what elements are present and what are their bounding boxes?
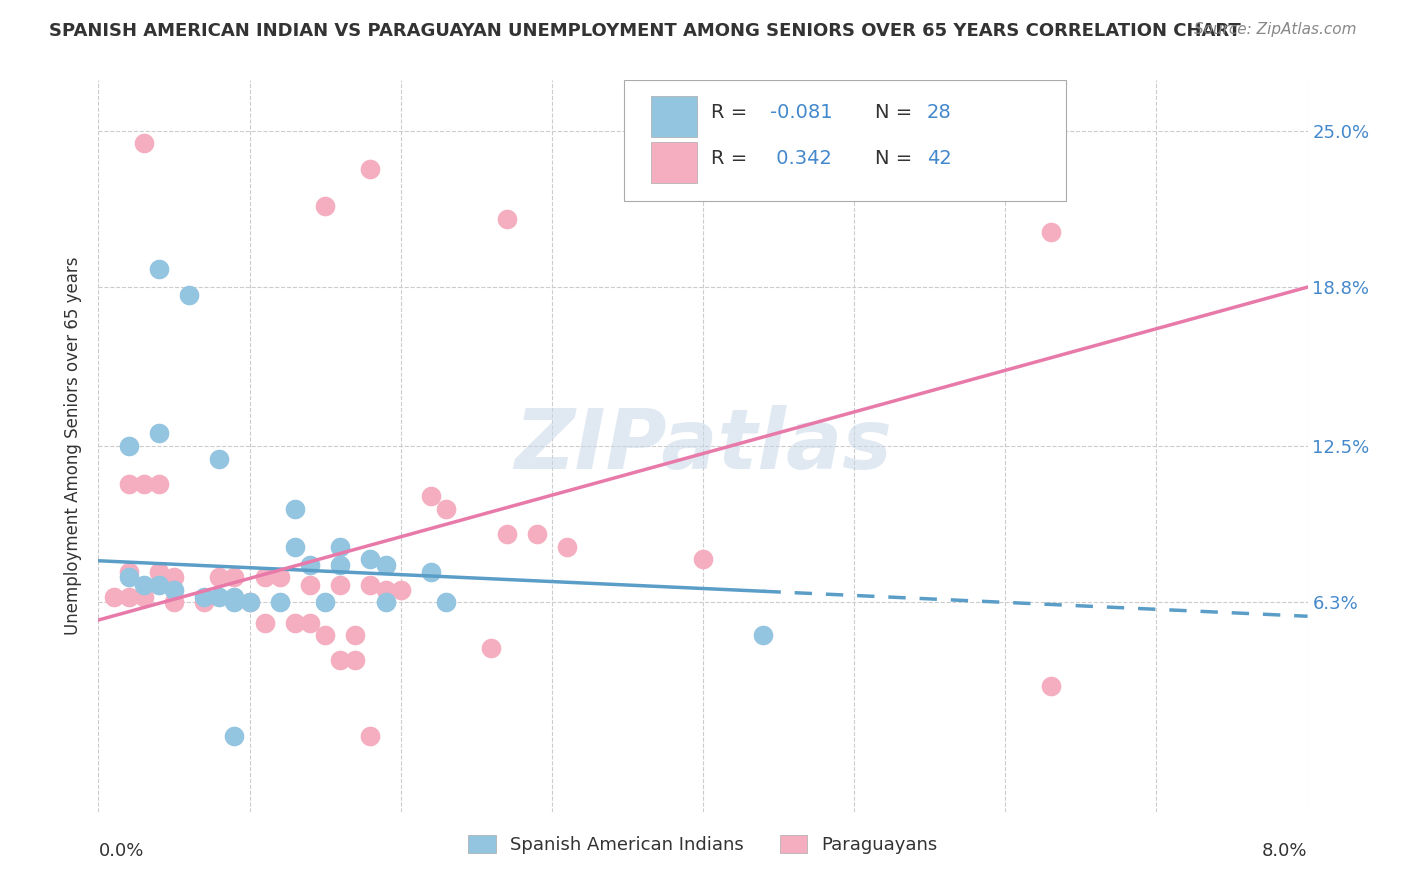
Point bbox=[163, 582, 186, 597]
Text: R =: R = bbox=[711, 103, 754, 122]
Point bbox=[253, 615, 276, 630]
Point bbox=[269, 595, 291, 609]
Point bbox=[224, 729, 246, 743]
Point bbox=[360, 161, 382, 176]
FancyBboxPatch shape bbox=[624, 80, 1066, 201]
Point bbox=[284, 540, 307, 554]
Point bbox=[179, 287, 201, 301]
Point bbox=[163, 595, 186, 609]
Point bbox=[132, 136, 155, 151]
Point bbox=[344, 653, 367, 667]
Point bbox=[208, 451, 231, 466]
Point bbox=[299, 578, 322, 592]
Point bbox=[284, 615, 307, 630]
Text: SPANISH AMERICAN INDIAN VS PARAGUAYAN UNEMPLOYMENT AMONG SENIORS OVER 65 YEARS C: SPANISH AMERICAN INDIAN VS PARAGUAYAN UN… bbox=[49, 22, 1241, 40]
Text: N =: N = bbox=[875, 149, 918, 168]
Point bbox=[314, 595, 336, 609]
Point bbox=[420, 565, 443, 579]
Point bbox=[329, 540, 352, 554]
Point bbox=[329, 558, 352, 572]
Point bbox=[118, 591, 141, 605]
Point bbox=[148, 262, 170, 277]
Point bbox=[360, 729, 382, 743]
Point bbox=[118, 570, 141, 584]
Point bbox=[103, 591, 125, 605]
Point bbox=[389, 582, 412, 597]
Point bbox=[163, 570, 186, 584]
Y-axis label: Unemployment Among Seniors over 65 years: Unemployment Among Seniors over 65 years bbox=[65, 257, 83, 635]
Point bbox=[118, 476, 141, 491]
Point bbox=[481, 640, 503, 655]
Legend: Spanish American Indians, Paraguayans: Spanish American Indians, Paraguayans bbox=[461, 828, 945, 861]
Point bbox=[374, 558, 396, 572]
Point bbox=[495, 212, 517, 227]
Point bbox=[299, 558, 322, 572]
Point bbox=[360, 552, 382, 566]
Point bbox=[193, 591, 215, 605]
Point bbox=[284, 502, 307, 516]
Text: -0.081: -0.081 bbox=[769, 103, 832, 122]
Point bbox=[1039, 225, 1062, 239]
Point bbox=[434, 502, 457, 516]
FancyBboxPatch shape bbox=[651, 96, 697, 136]
Point bbox=[224, 595, 246, 609]
Point bbox=[132, 578, 155, 592]
Text: 28: 28 bbox=[927, 103, 952, 122]
Text: N =: N = bbox=[875, 103, 918, 122]
Text: 0.342: 0.342 bbox=[769, 149, 831, 168]
Point bbox=[148, 426, 170, 441]
Point bbox=[360, 578, 382, 592]
Point bbox=[434, 595, 457, 609]
Point bbox=[132, 476, 155, 491]
Point bbox=[224, 591, 246, 605]
Text: 0.0%: 0.0% bbox=[98, 842, 143, 860]
Point bbox=[374, 582, 396, 597]
Point bbox=[118, 565, 141, 579]
Point bbox=[495, 527, 517, 541]
Text: 42: 42 bbox=[927, 149, 952, 168]
Point bbox=[374, 595, 396, 609]
Point bbox=[118, 439, 141, 453]
Point bbox=[314, 628, 336, 642]
Point bbox=[1039, 679, 1062, 693]
Point bbox=[329, 578, 352, 592]
Point bbox=[344, 628, 367, 642]
Point bbox=[752, 628, 775, 642]
Point bbox=[269, 570, 291, 584]
Point bbox=[224, 570, 246, 584]
Point bbox=[420, 490, 443, 504]
Point bbox=[692, 552, 714, 566]
Point bbox=[526, 527, 548, 541]
Point bbox=[314, 199, 336, 213]
Text: 8.0%: 8.0% bbox=[1263, 842, 1308, 860]
Point bbox=[208, 591, 231, 605]
Point bbox=[329, 653, 352, 667]
Point bbox=[239, 595, 262, 609]
Text: ZIPatlas: ZIPatlas bbox=[515, 406, 891, 486]
Point bbox=[299, 615, 322, 630]
Point bbox=[148, 476, 170, 491]
Point bbox=[555, 540, 578, 554]
FancyBboxPatch shape bbox=[651, 143, 697, 183]
Text: R =: R = bbox=[711, 149, 754, 168]
Point bbox=[132, 591, 155, 605]
Point bbox=[148, 565, 170, 579]
Point bbox=[239, 595, 262, 609]
Point bbox=[253, 570, 276, 584]
Point bbox=[208, 570, 231, 584]
Text: Source: ZipAtlas.com: Source: ZipAtlas.com bbox=[1194, 22, 1357, 37]
Point bbox=[148, 578, 170, 592]
Point bbox=[193, 595, 215, 609]
